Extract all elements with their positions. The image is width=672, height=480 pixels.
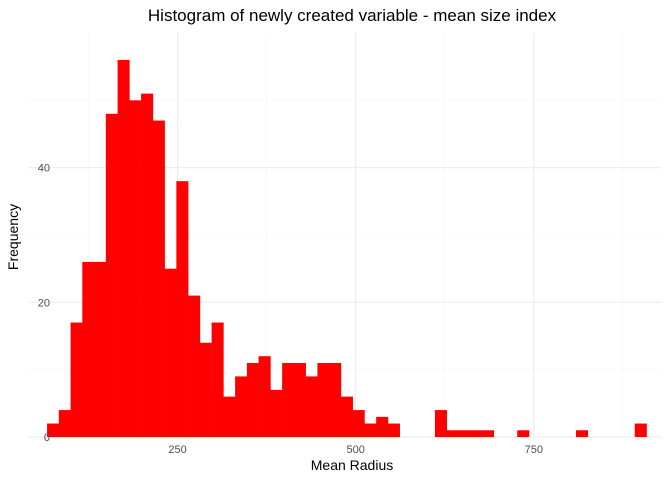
histogram-bar: [329, 362, 342, 437]
x-tick-label: 500: [347, 444, 365, 456]
histogram-bar: [293, 362, 306, 437]
histogram-bar: [82, 261, 95, 437]
x-tick-label: 750: [525, 444, 543, 456]
histogram-bar: [58, 410, 71, 437]
histogram-bars: [47, 59, 647, 438]
histogram-bar: [317, 362, 330, 437]
histogram-bar: [47, 423, 60, 437]
histogram-bar: [199, 342, 212, 437]
histogram-bar: [105, 113, 118, 438]
y-axis-title: Frequency: [5, 204, 21, 270]
histogram-bar: [141, 93, 154, 437]
histogram-bar: [129, 100, 142, 437]
histogram-bar: [352, 410, 365, 437]
histogram-bar: [223, 396, 236, 437]
histogram-bar: [246, 362, 259, 437]
histogram-bar: [176, 181, 189, 437]
histogram-bar: [282, 362, 295, 437]
histogram-bar: [634, 423, 647, 437]
histogram-bar: [340, 396, 353, 437]
histogram-bar: [575, 430, 589, 437]
histogram-bar: [70, 322, 83, 437]
histogram-bar: [376, 416, 389, 437]
x-tick-label: 250: [168, 444, 186, 456]
y-tick-label: 0: [44, 432, 50, 444]
histogram-bar: [188, 295, 201, 437]
histogram-bar: [94, 261, 107, 437]
histogram-bar: [458, 430, 471, 437]
histogram-bar: [258, 356, 271, 437]
histogram-bar: [211, 322, 224, 437]
histogram-bar: [164, 268, 177, 437]
histogram-bar: [387, 423, 400, 437]
histogram-bar: [270, 389, 283, 437]
histogram-bar: [470, 430, 483, 437]
x-axis-title: Mean Radius: [311, 457, 394, 473]
histogram-bar: [235, 376, 248, 437]
axis-ticks: 250 500 750 0 20 40: [38, 163, 543, 456]
histogram-bar: [481, 430, 495, 437]
histogram-bar: [364, 423, 377, 437]
histogram-bar: [117, 59, 130, 437]
histogram-bar: [305, 376, 318, 437]
histogram-bar: [517, 430, 530, 437]
histogram-bar: [434, 410, 447, 437]
y-tick-label: 40: [38, 163, 50, 175]
chart-title: Histogram of newly created variable - me…: [148, 6, 557, 25]
y-tick-label: 20: [38, 297, 50, 309]
histogram-bar: [152, 120, 165, 438]
histogram-bar: [446, 430, 459, 437]
